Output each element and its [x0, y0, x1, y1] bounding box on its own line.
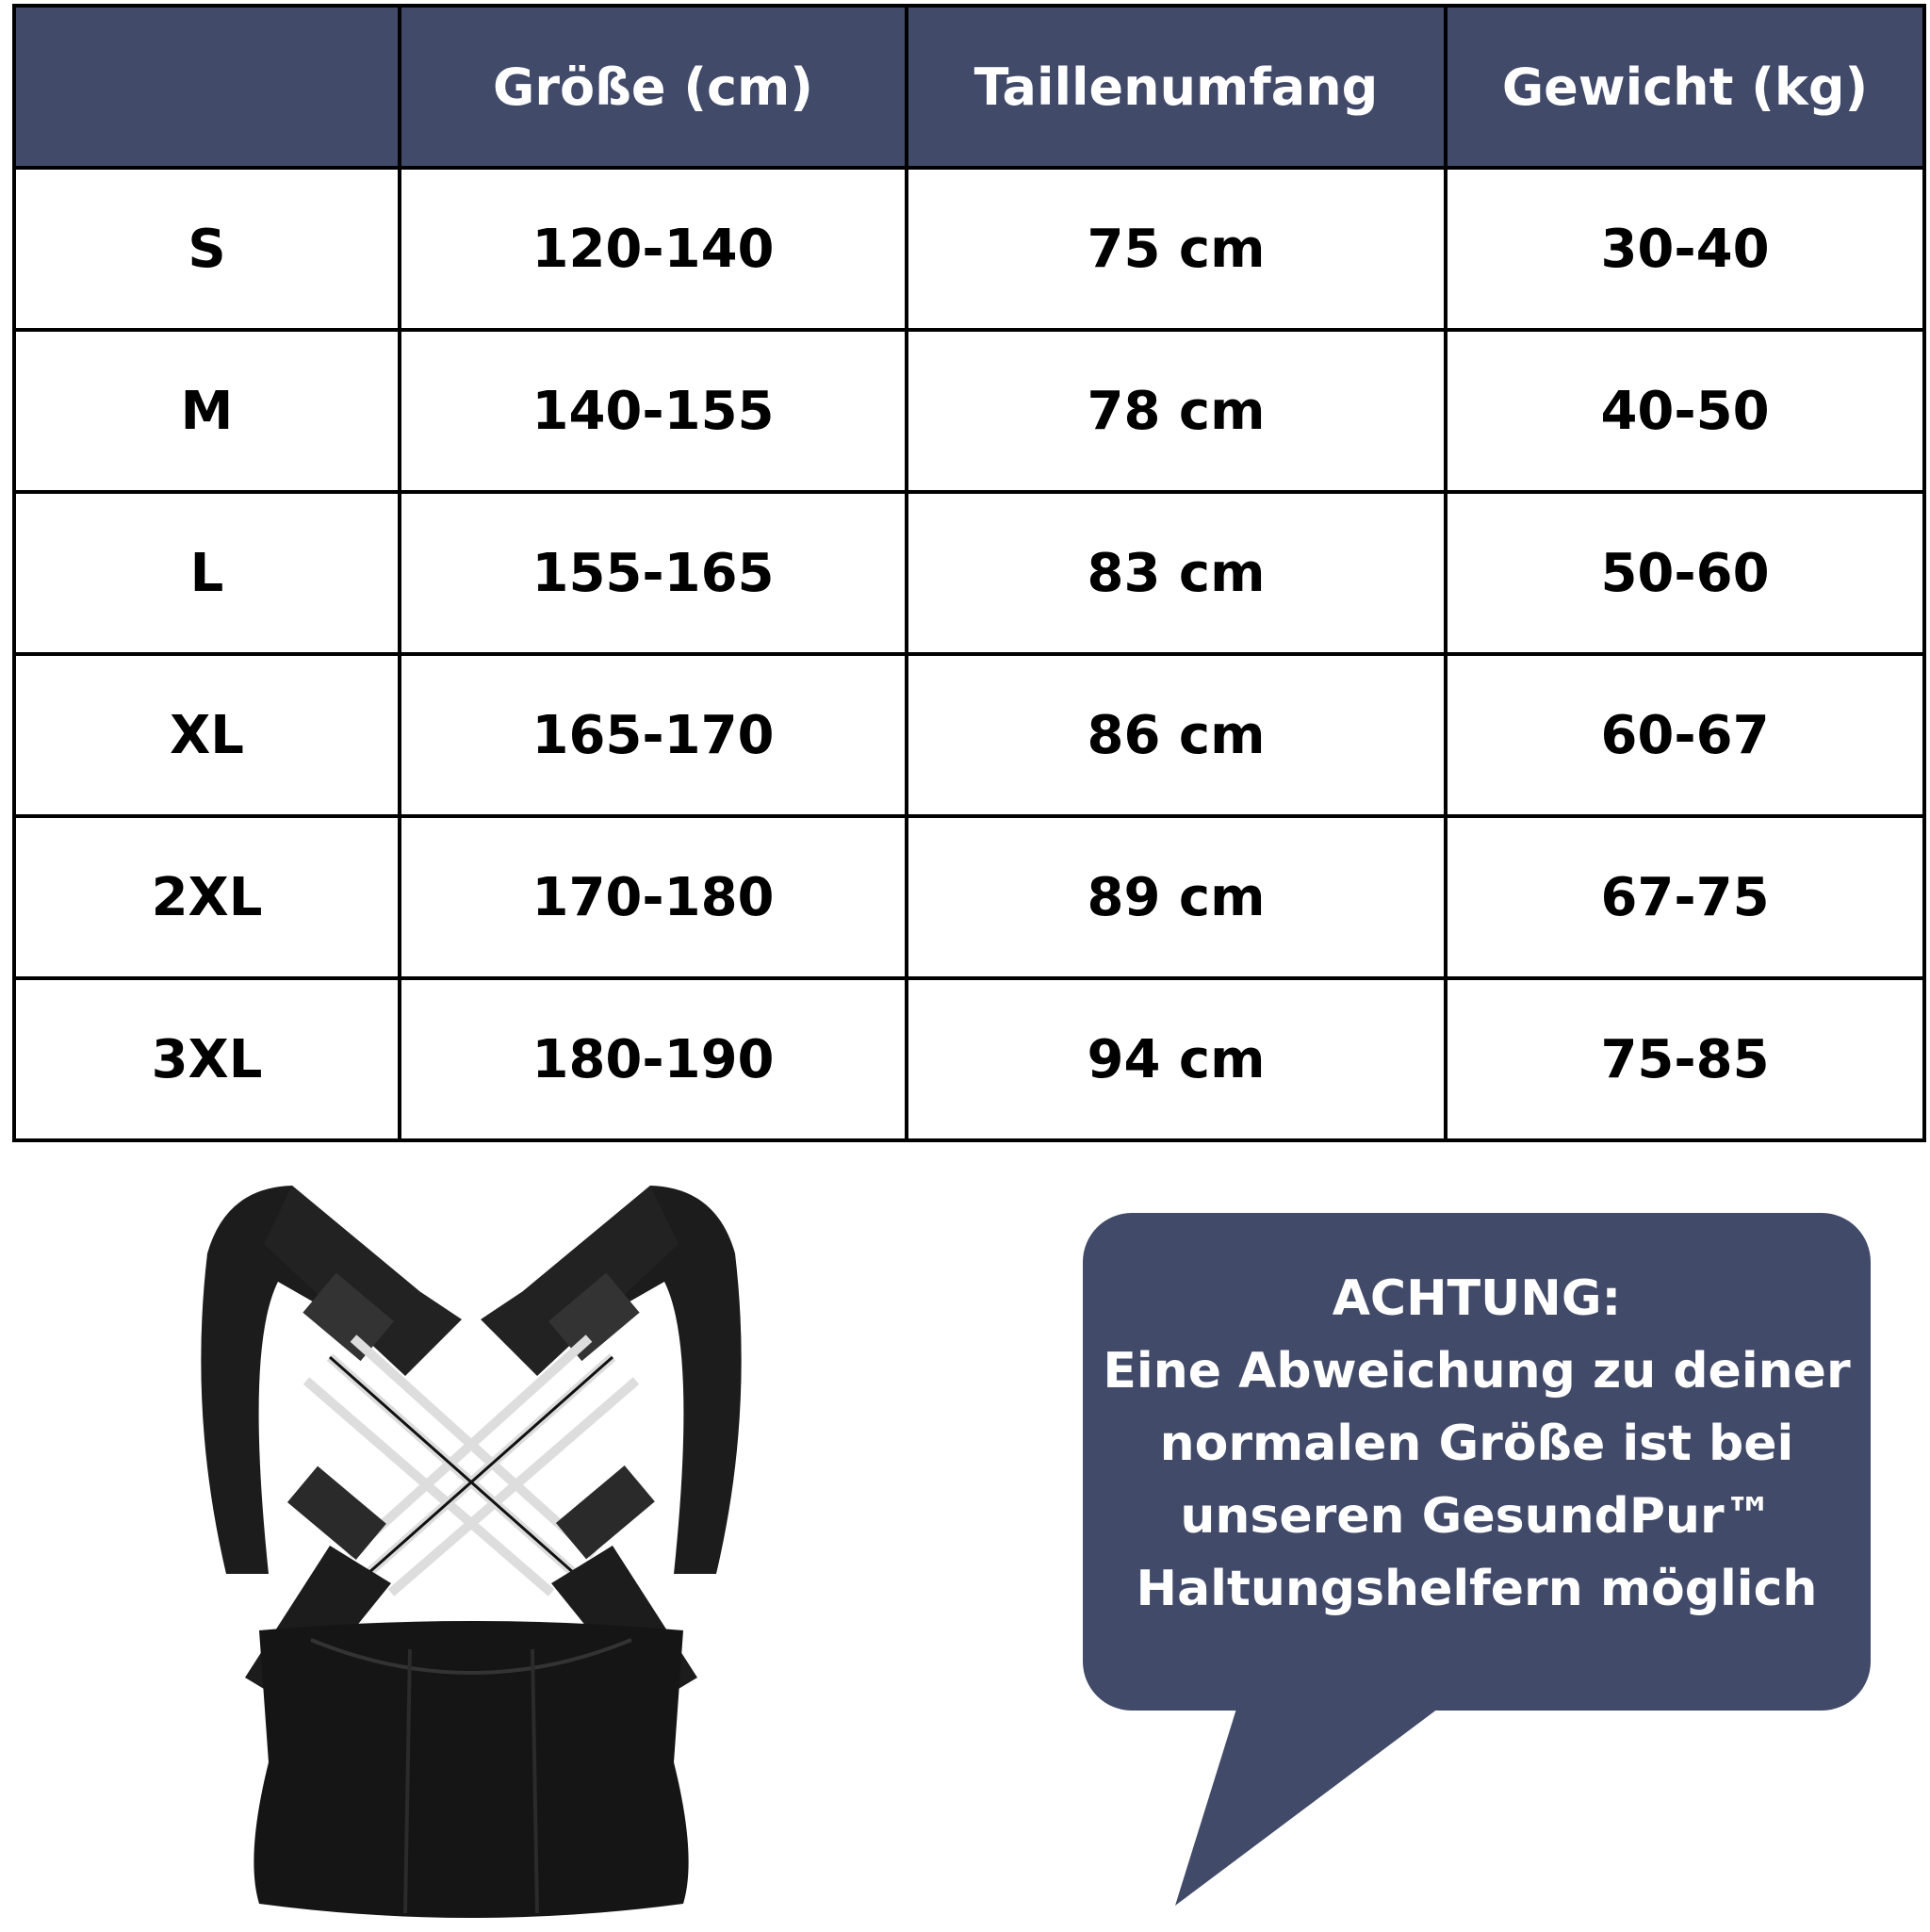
cell-size: 3XL [12, 976, 401, 1142]
cell-size: XL [12, 652, 401, 818]
cell-height: 120-140 [398, 166, 908, 332]
cell-weight: 60-67 [1444, 652, 1926, 818]
notice-line: Haltungshelfern möglich [1136, 1561, 1818, 1617]
cell-waist: 94 cm [905, 976, 1448, 1142]
header-height: Größe (cm) [398, 4, 908, 170]
cell-weight: 50-60 [1444, 490, 1926, 656]
cell-size: M [12, 328, 401, 494]
header-weight: Gewicht (kg) [1444, 4, 1926, 170]
cell-weight: 67-75 [1444, 814, 1926, 980]
cell-height: 180-190 [398, 976, 908, 1142]
notice-line: normalen Größe ist bei [1159, 1416, 1794, 1472]
cell-height: 155-165 [398, 490, 908, 656]
cell-size: L [12, 490, 401, 656]
table-header-row: Größe (cm) Taillenumfang Gewicht (kg) [12, 4, 1926, 170]
table-row: 2XL 170-180 89 cm 67-75 [12, 814, 1926, 980]
table-row: 3XL 180-190 94 cm 75-85 [12, 976, 1926, 1142]
cell-waist: 83 cm [905, 490, 1448, 656]
cell-weight: 30-40 [1444, 166, 1926, 332]
notice-text: ACHTUNG: Eine Abweichung zu deiner norma… [1083, 1263, 1871, 1626]
table-row: L 155-165 83 cm 50-60 [12, 490, 1926, 656]
posture-brace-image [201, 1186, 742, 1918]
cell-weight: 40-50 [1444, 328, 1926, 494]
table-row: S 120-140 75 cm 30-40 [12, 166, 1926, 332]
notice-line: Eine Abweichung zu deiner [1103, 1343, 1851, 1400]
cell-size: 2XL [12, 814, 401, 980]
table-row: XL 165-170 86 cm 60-67 [12, 652, 1926, 818]
table-row: M 140-155 78 cm 40-50 [12, 328, 1926, 494]
cell-waist: 86 cm [905, 652, 1448, 818]
cell-weight: 75-85 [1444, 976, 1926, 1142]
notice-title: ACHTUNG: [1332, 1270, 1622, 1327]
cell-height: 165-170 [398, 652, 908, 818]
cell-height: 140-155 [398, 328, 908, 494]
header-size [12, 4, 401, 170]
notice-line: unseren GesundPur™ [1180, 1488, 1774, 1545]
header-waist: Taillenumfang [905, 4, 1448, 170]
cell-waist: 89 cm [905, 814, 1448, 980]
cell-waist: 78 cm [905, 328, 1448, 494]
cell-height: 170-180 [398, 814, 908, 980]
cell-size: S [12, 166, 401, 332]
cell-waist: 75 cm [905, 166, 1448, 332]
